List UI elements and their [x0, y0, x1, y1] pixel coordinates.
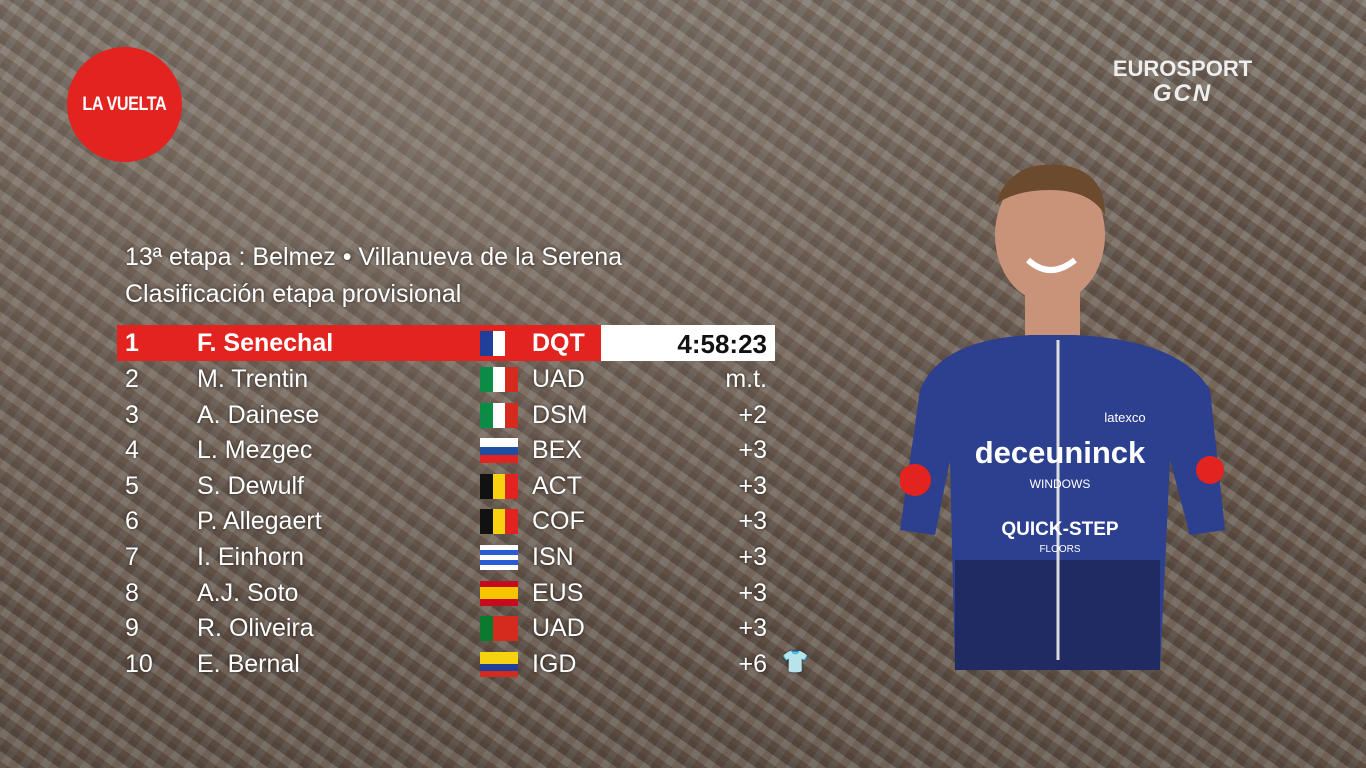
flag-italy-icon [480, 402, 519, 428]
result-row: 7 I. Einhorn ISN +3 [117, 539, 775, 575]
time-gap: +6 [738, 649, 767, 678]
time-box [601, 325, 775, 361]
result-row: 8 A.J. Soto EUS +3 [117, 575, 775, 611]
rider-name: P. Allegaert [197, 507, 322, 536]
svg-text:QUICK-STEP: QUICK-STEP [1001, 519, 1119, 540]
result-row: 10 E. Bernal IGD +6 👕 [117, 646, 809, 682]
result-row: 5 S. Dewulf ACT +3 [117, 468, 775, 504]
time-gap: +3 [738, 578, 767, 607]
team-code: IGD [532, 649, 577, 678]
result-row: 1 F. Senechal DQT 4:58:23 [117, 325, 775, 361]
la-vuelta-logo: LA VUELTA [67, 47, 182, 162]
svg-text:WINDOWS: WINDOWS [1030, 477, 1091, 491]
team-code: DQT [532, 329, 585, 357]
flag-france-icon [480, 331, 519, 356]
classification-subtitle: Clasificación etapa provisional [125, 280, 462, 308]
eurosport-gcn-logo: EUROSPORT GCN [1112, 56, 1253, 107]
svg-text:FLOORS: FLOORS [1039, 544, 1080, 555]
time-gap: +3 [738, 471, 767, 500]
svg-text:deceuninck: deceuninck [975, 435, 1146, 470]
team-code: ACT [532, 471, 582, 500]
position: 9 [125, 614, 139, 643]
position: 4 [125, 436, 139, 465]
rider-name: M. Trentin [197, 365, 309, 393]
result-row: 6 P. Allegaert COF +3 [117, 503, 775, 539]
flag-portugal-icon [480, 616, 519, 642]
position: 10 [125, 649, 153, 678]
position: 6 [125, 507, 139, 536]
rider-name: F. Senechal [197, 329, 334, 357]
rider-name: L. Mezgec [197, 436, 313, 465]
flag-slovenia-icon [480, 438, 518, 464]
rider-name: E. Bernal [197, 649, 300, 678]
flag-belgium-icon [480, 509, 519, 535]
time-gap: +2 [738, 400, 767, 429]
time-gap: +3 [738, 543, 767, 571]
flag-italy-icon [480, 367, 519, 392]
rider-image: deceuninck WINDOWS QUICK-STEP FLOORS lat… [900, 164, 1225, 670]
position: 2 [125, 365, 139, 393]
rider-name: A. Dainese [197, 400, 320, 429]
white-jersey-icon: 👕 [781, 648, 809, 674]
team-code: UAD [532, 614, 585, 643]
result-row: 4 L. Mezgec BEX +3 [117, 432, 775, 468]
stage-title: 13ª etapa : Belmez • Villanueva de la Se… [125, 243, 623, 271]
rider-name: A.J. Soto [197, 578, 299, 607]
svg-text:latexco: latexco [1104, 410, 1145, 425]
position: 3 [125, 400, 139, 429]
team-code: ISN [532, 543, 574, 571]
position: 5 [125, 471, 139, 500]
team-code: DSM [532, 400, 588, 429]
rider-name: I. Einhorn [197, 543, 305, 571]
team-code: BEX [532, 436, 583, 465]
time-gap: m.t. [725, 365, 767, 393]
flag-israel-icon [480, 545, 518, 570]
result-row: 9 R. Oliveira UAD +3 [117, 610, 775, 646]
time-gap: 4:58:23 [677, 329, 767, 359]
result-row: 2 M. Trentin UAD m.t. [117, 361, 775, 397]
time-gap: +3 [738, 436, 767, 465]
rider-name: S. Dewulf [197, 471, 304, 500]
rider-name: R. Oliveira [197, 614, 314, 643]
time-gap: +3 [738, 507, 767, 536]
flag-belgium-icon [480, 473, 519, 499]
position: 8 [125, 578, 139, 607]
time-gap: +3 [738, 614, 767, 643]
position: 7 [125, 543, 139, 571]
flag-colombia-icon [480, 651, 518, 677]
flag-spain-icon [480, 580, 518, 606]
team-code: COF [532, 507, 585, 536]
team-code: UAD [532, 365, 585, 393]
position: 1 [125, 329, 139, 357]
result-row: 3 A. Dainese DSM +2 [117, 397, 775, 433]
team-code: EUS [532, 578, 584, 607]
